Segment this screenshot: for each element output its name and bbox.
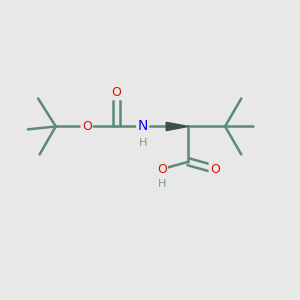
Polygon shape [166, 122, 188, 130]
Text: O: O [210, 163, 220, 176]
Text: H: H [158, 179, 166, 189]
Text: O: O [157, 163, 167, 176]
Text: H: H [139, 138, 147, 148]
Text: N: N [137, 119, 148, 134]
Text: O: O [82, 120, 92, 133]
Text: O: O [111, 86, 121, 99]
